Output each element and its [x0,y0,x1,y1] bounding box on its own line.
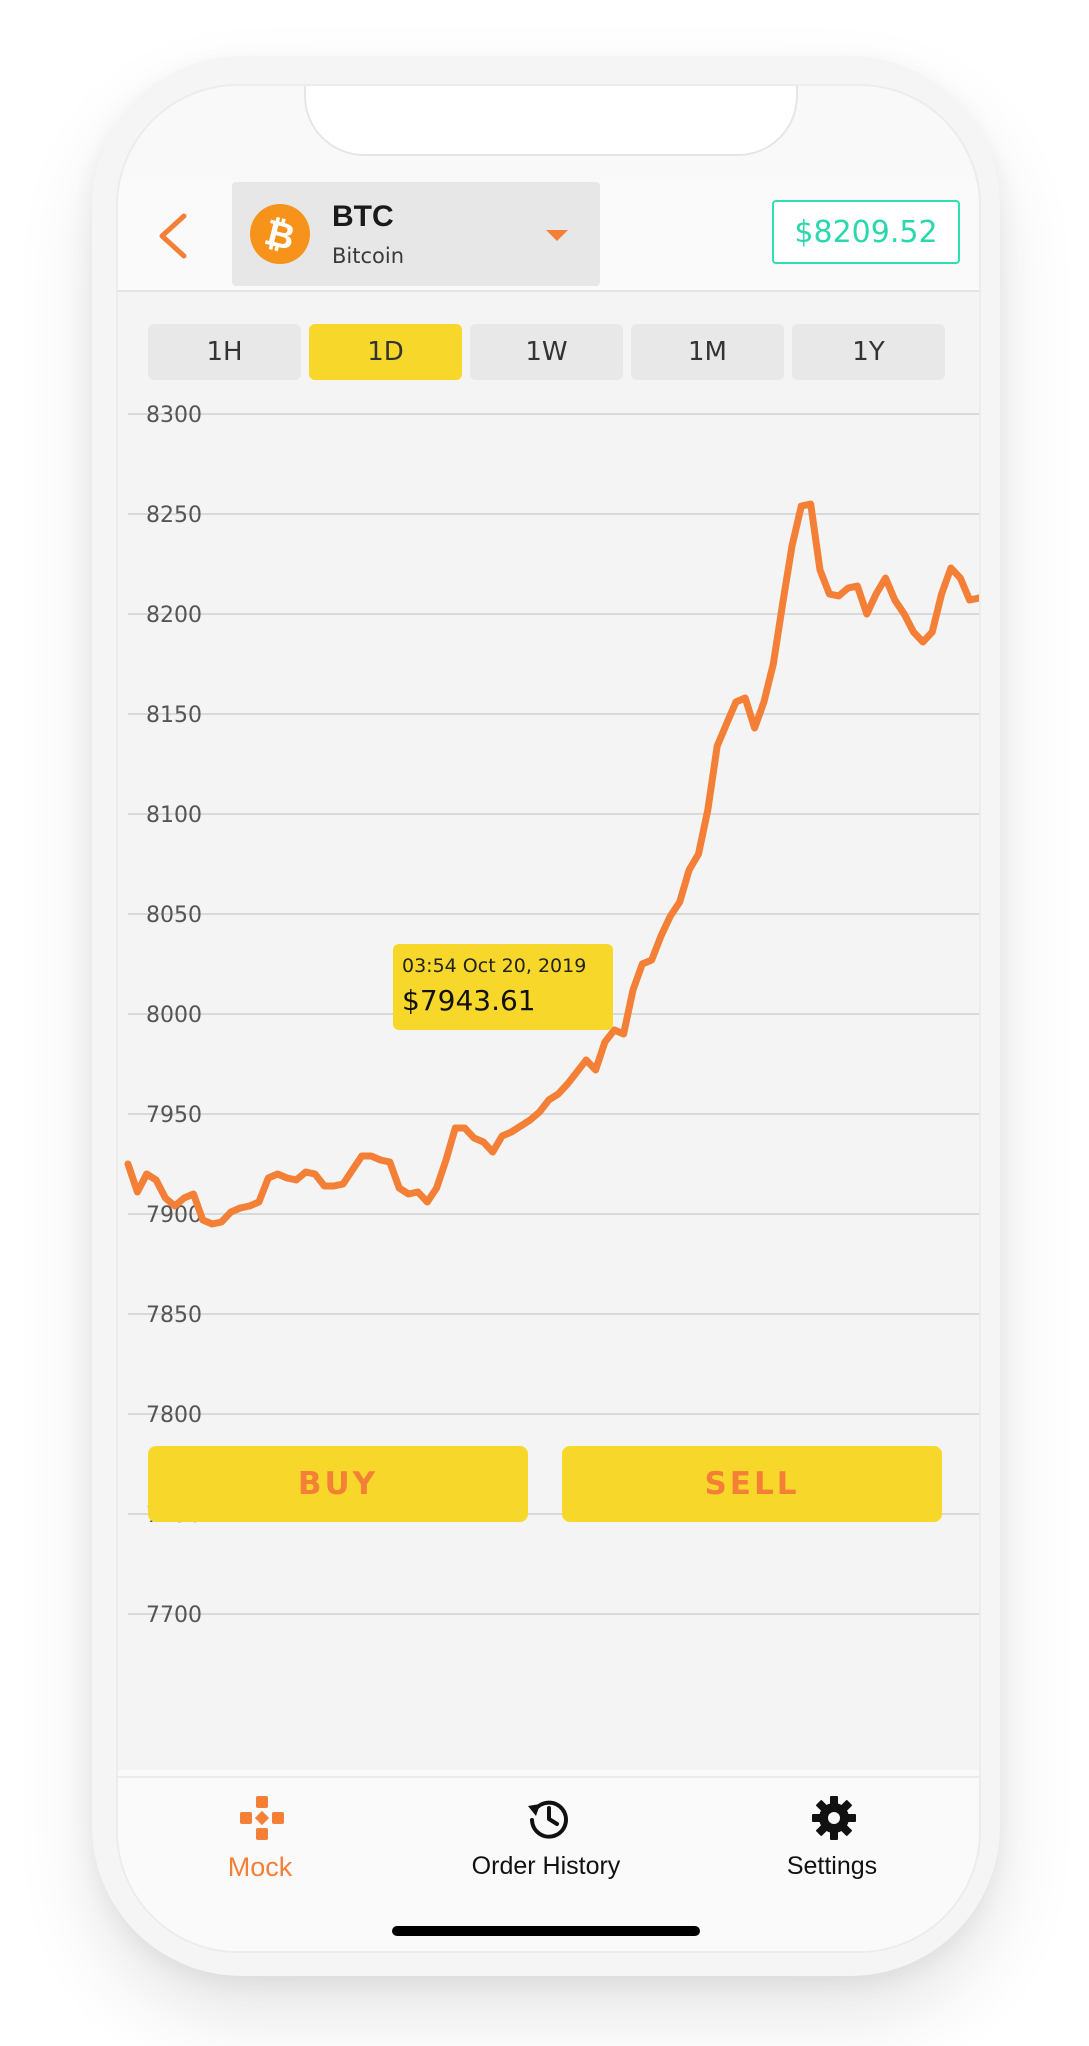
y-tick-label: 8200 [146,603,202,628]
price-line [124,500,979,1228]
tab-1h[interactable]: 1H [148,324,301,380]
y-tick-label: 8100 [146,803,202,828]
y-tick-label: 8250 [146,503,202,528]
back-button[interactable] [154,212,194,260]
tooltip-time: 03:54 Oct 20, 2019 [402,955,587,977]
nav-label-mock: Mock [227,1852,293,1882]
home-indicator [392,1926,700,1936]
y-tick-label: 7850 [146,1303,202,1328]
tab-1m[interactable]: 1M [631,324,784,380]
phone-screen: ₿ BTC Bitcoin $8209.52 1H 1D 1W 1M 1Y 83… [116,84,981,1953]
gamepad-icon [240,1796,284,1840]
nav-settings[interactable]: Settings [732,1790,932,1890]
bottom-nav: Mock Order History [118,1776,979,1951]
device-notch [304,86,798,156]
coin-name: Bitcoin [332,244,405,268]
chart-area: 1H 1D 1W 1M 1Y [118,292,979,1770]
coin-selector[interactable]: ₿ BTC Bitcoin [232,182,600,286]
buy-button[interactable]: BUY [148,1446,528,1522]
y-tick-label: 7700 [146,1603,202,1628]
y-tick-label: 8050 [146,903,202,928]
chevron-left-icon [159,213,187,259]
price-chart[interactable]: 8300825082008150810080508000795079007850… [118,86,979,1776]
gear-icon [812,1796,856,1840]
tab-1y[interactable]: 1Y [792,324,945,380]
tab-1w[interactable]: 1W [470,324,623,380]
nav-label-settings: Settings [786,1852,878,1880]
nav-label-order-history: Order History [471,1852,621,1880]
coin-symbol: BTC [332,200,394,233]
y-tick-label: 8300 [146,403,202,428]
nav-mock[interactable]: Mock [160,1790,360,1890]
timeframe-tabs: 1H 1D 1W 1M 1Y [148,324,948,380]
y-tick-label: 8000 [146,1003,202,1028]
y-tick-label: 8150 [146,703,202,728]
y-tick-label: 7800 [146,1403,202,1428]
nav-order-history[interactable]: Order History [446,1790,646,1890]
tooltip-price: $7943.61 [402,984,536,1017]
sell-button[interactable]: SELL [562,1446,942,1522]
app-header: ₿ BTC Bitcoin $8209.52 [118,182,979,292]
history-icon [528,1800,568,1839]
price-tooltip: 03:54 Oct 20, 2019 $7943.61 [393,944,613,1030]
bitcoin-icon: ₿ [250,204,310,264]
y-tick-label: 7950 [146,1103,202,1128]
tab-1d[interactable]: 1D [309,324,462,380]
caret-down-icon [546,230,568,241]
current-price: $8209.52 [772,200,960,264]
